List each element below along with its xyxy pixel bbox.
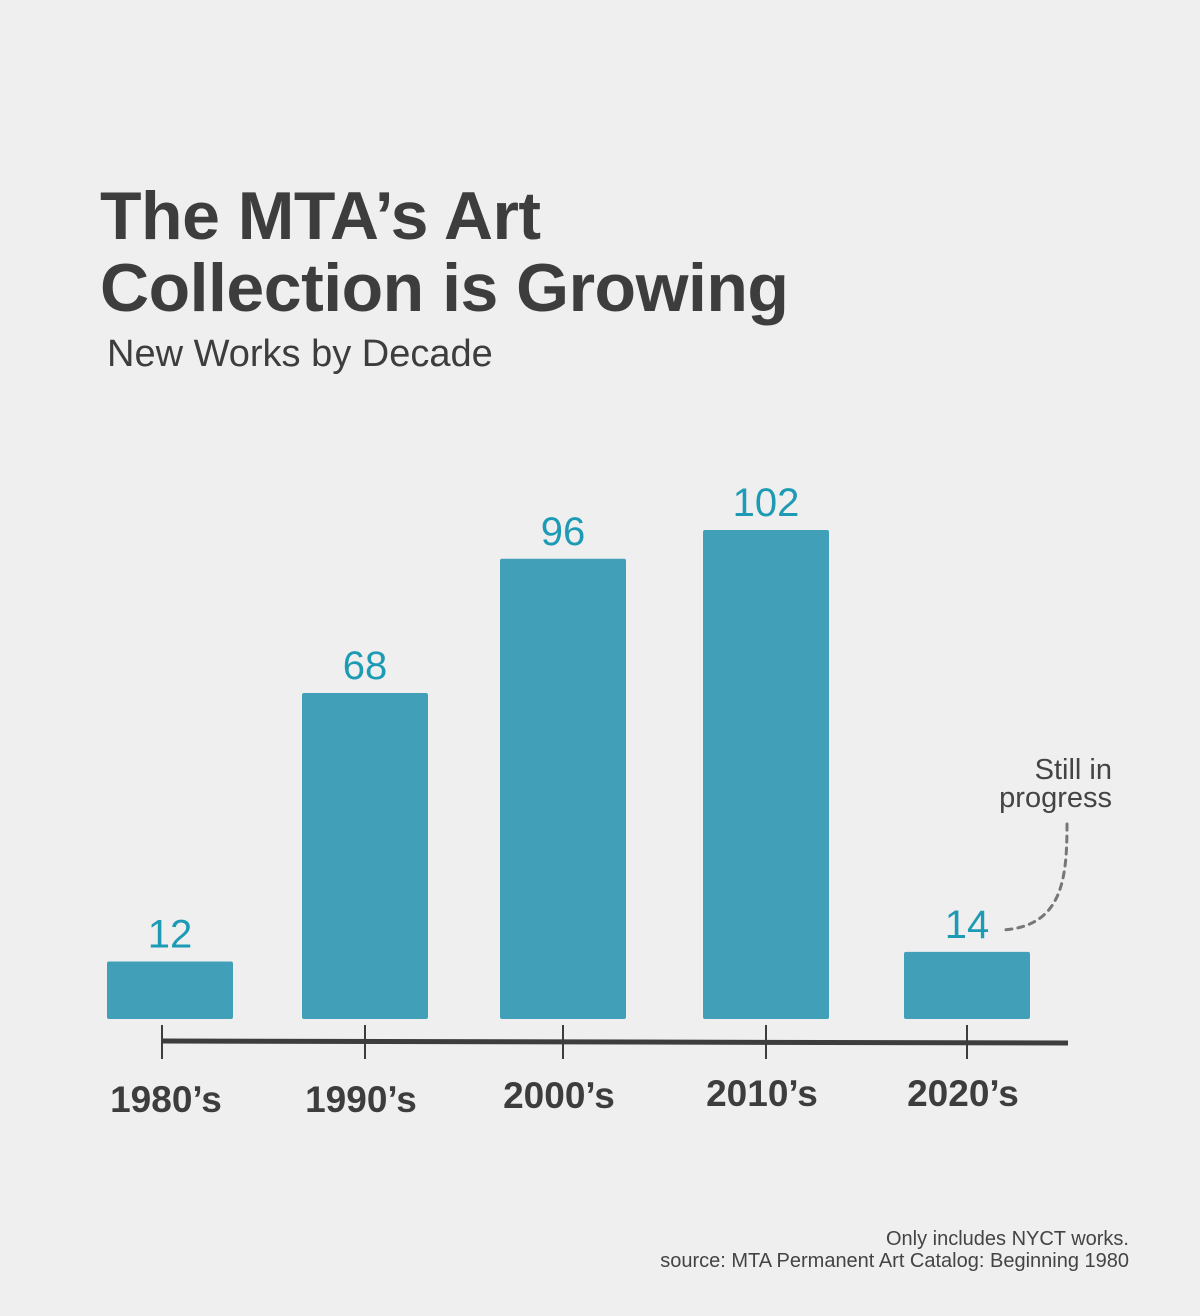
bar-2020s: [904, 951, 1030, 1019]
annotation-leader-line: [1001, 822, 1069, 932]
bar-1980s: [107, 961, 233, 1019]
footnote-line-2: source: MTA Permanent Art Catalog: Begin…: [660, 1250, 1129, 1272]
bar-2010s: [703, 530, 829, 1019]
value-label-1980s: 12: [148, 912, 193, 956]
annotation-line-2: progress: [999, 782, 1112, 814]
category-label-2000s: 2000’s: [503, 1075, 615, 1116]
value-label-1990s: 68: [343, 644, 388, 688]
annotation-line-1: Still in: [1034, 754, 1112, 786]
value-label-2020s: 14: [945, 903, 990, 947]
footnote-line-1: Only includes NYCT works.: [885, 1228, 1129, 1250]
chart-title-line-2: Collection is Growing: [100, 250, 789, 326]
chart-title-line-1: The MTA’s Art: [100, 178, 541, 254]
bar-1990s: [302, 693, 428, 1019]
value-label-2010s: 102: [733, 481, 800, 525]
still-in-progress-annotation: Still in progress: [999, 754, 1112, 814]
category-label-2020s: 2020’s: [907, 1073, 1019, 1114]
source-footnote: Only includes NYCT works. source: MTA Pe…: [660, 1228, 1129, 1272]
value-label-2000s: 96: [541, 510, 586, 554]
bar-2000s: [500, 558, 626, 1019]
x-axis-line: [161, 1038, 1069, 1046]
category-label-2010s: 2010’s: [706, 1073, 818, 1114]
category-label-1990s: 1990’s: [305, 1079, 417, 1120]
category-label-1980s: 1980’s: [110, 1079, 222, 1120]
chart-title: The MTA’s Art Collection is Growing: [100, 180, 1000, 324]
chart-subtitle: New Works by Decade: [107, 333, 493, 375]
